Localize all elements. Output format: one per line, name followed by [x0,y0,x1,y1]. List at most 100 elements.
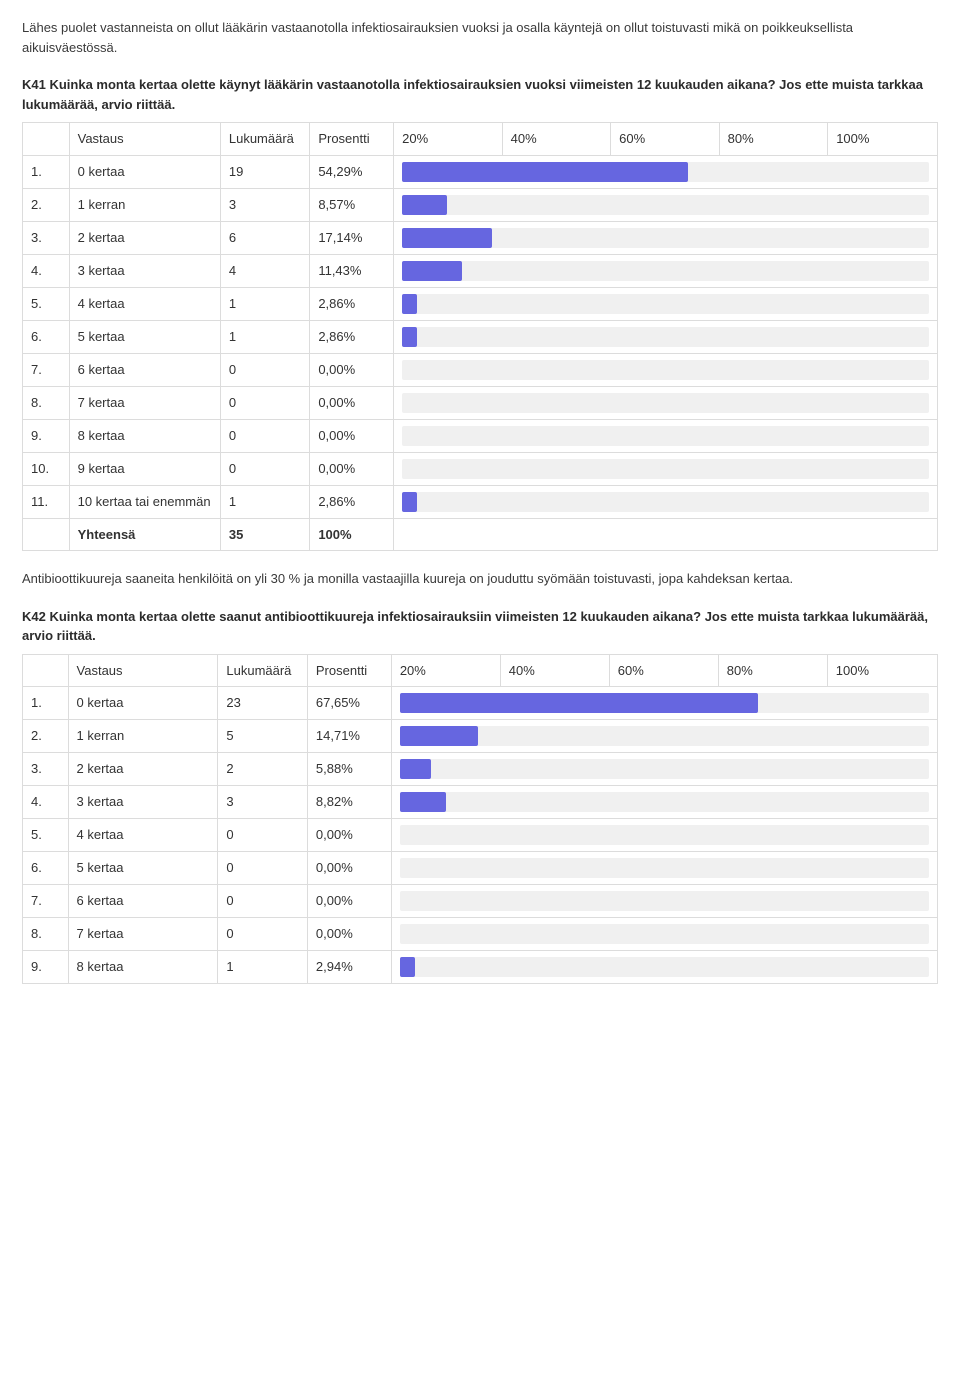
cell-percent: 67,65% [307,687,391,720]
table-row: 4.3 kertaa38,82% [23,786,938,819]
col-header-percent: Prosentti [310,123,394,156]
table-row: 11.10 kertaa tai enemmän12,86% [23,485,938,518]
cell-total-count: 35 [220,518,309,551]
cell-count: 1 [220,320,309,353]
bar-track [402,327,929,347]
cell-total-percent: 100% [310,518,394,551]
cell-answer: 1 kerran [68,720,218,753]
table-row: 5.4 kertaa00,00% [23,819,938,852]
cell-percent: 2,94% [307,951,391,984]
cell-answer: 3 kertaa [68,786,218,819]
cell-bar [394,188,938,221]
cell-index: 4. [23,254,70,287]
cell-total-label: Yhteensä [69,518,220,551]
cell-count: 3 [220,188,309,221]
cell-percent: 0,00% [310,386,394,419]
bar-fill [402,195,447,215]
cell-bar [394,386,938,419]
bar-fill [402,327,417,347]
bar-fill [400,957,416,977]
table-row: 3.2 kertaa25,88% [23,753,938,786]
cell-bar [394,485,938,518]
cell-count: 2 [218,753,308,786]
bar-fill [402,162,688,182]
cell-index: 8. [23,386,70,419]
cell-bar [394,353,938,386]
cell-answer: 6 kertaa [68,885,218,918]
table-row: 2.1 kerran38,57% [23,188,938,221]
cell-percent: 0,00% [310,353,394,386]
cell-answer: 3 kertaa [69,254,220,287]
cell-index [23,518,70,551]
cell-bar [394,287,938,320]
bar-fill [402,261,462,281]
cell-index: 11. [23,485,70,518]
cell-bar [394,221,938,254]
cell-percent: 17,14% [310,221,394,254]
bar-track [402,162,929,182]
cell-bar [391,852,937,885]
bar-track [400,924,929,944]
cell-count: 1 [218,951,308,984]
cell-index: 9. [23,419,70,452]
table-row: 4.3 kertaa411,43% [23,254,938,287]
cell-count: 1 [220,287,309,320]
cell-answer: 2 kertaa [68,753,218,786]
bar-track [400,792,929,812]
cell-count: 0 [220,419,309,452]
col-header-index [23,123,70,156]
cell-answer: 10 kertaa tai enemmän [69,485,220,518]
cell-index: 3. [23,753,69,786]
bar-fill [402,492,417,512]
cell-answer: 2 kertaa [69,221,220,254]
cell-index: 4. [23,786,69,819]
table-row: 6.5 kertaa12,86% [23,320,938,353]
table-row: 3.2 kertaa617,14% [23,221,938,254]
cell-bar [391,687,937,720]
cell-count: 19 [220,155,309,188]
cell-percent: 5,88% [307,753,391,786]
cell-index: 5. [23,287,70,320]
bar-track [400,825,929,845]
table-row: 7.6 kertaa00,00% [23,885,938,918]
cell-index: 8. [23,918,69,951]
bar-track [400,858,929,878]
cell-percent: 8,57% [310,188,394,221]
bar-track [402,195,929,215]
table-row: 6.5 kertaa00,00% [23,852,938,885]
bar-fill [400,792,447,812]
cell-index: 7. [23,885,69,918]
cell-percent: 0,00% [307,885,391,918]
cell-percent: 0,00% [310,419,394,452]
cell-index: 10. [23,452,70,485]
cell-answer: 5 kertaa [69,320,220,353]
bar-track [402,426,929,446]
cell-count: 0 [218,918,308,951]
col-header-percent: Prosentti [307,654,391,687]
table-k42: Vastaus Lukumäärä Prosentti 20% 40% 60% … [22,654,938,985]
cell-index: 5. [23,819,69,852]
intro-paragraph-1: Lähes puolet vastanneista on ollut lääkä… [22,18,938,57]
cell-bar [391,918,937,951]
table-row: 2.1 kerran514,71% [23,720,938,753]
cell-answer: 0 kertaa [69,155,220,188]
table-row: 10.9 kertaa00,00% [23,452,938,485]
table-k41: Vastaus Lukumäärä Prosentti 20% 40% 60% … [22,122,938,551]
table-row: 7.6 kertaa00,00% [23,353,938,386]
cell-percent: 54,29% [310,155,394,188]
col-header-tick-80: 80% [718,654,827,687]
cell-answer: 0 kertaa [68,687,218,720]
bar-track [400,759,929,779]
col-header-tick-60: 60% [611,123,720,156]
cell-bar [391,819,937,852]
col-header-tick-60: 60% [609,654,718,687]
cell-count: 0 [218,852,308,885]
bar-track [402,360,929,380]
cell-bar [394,254,938,287]
cell-index: 1. [23,155,70,188]
cell-answer: 5 kertaa [68,852,218,885]
col-header-answer: Vastaus [68,654,218,687]
col-header-tick-40: 40% [500,654,609,687]
table-row: 5.4 kertaa12,86% [23,287,938,320]
col-header-tick-80: 80% [719,123,828,156]
